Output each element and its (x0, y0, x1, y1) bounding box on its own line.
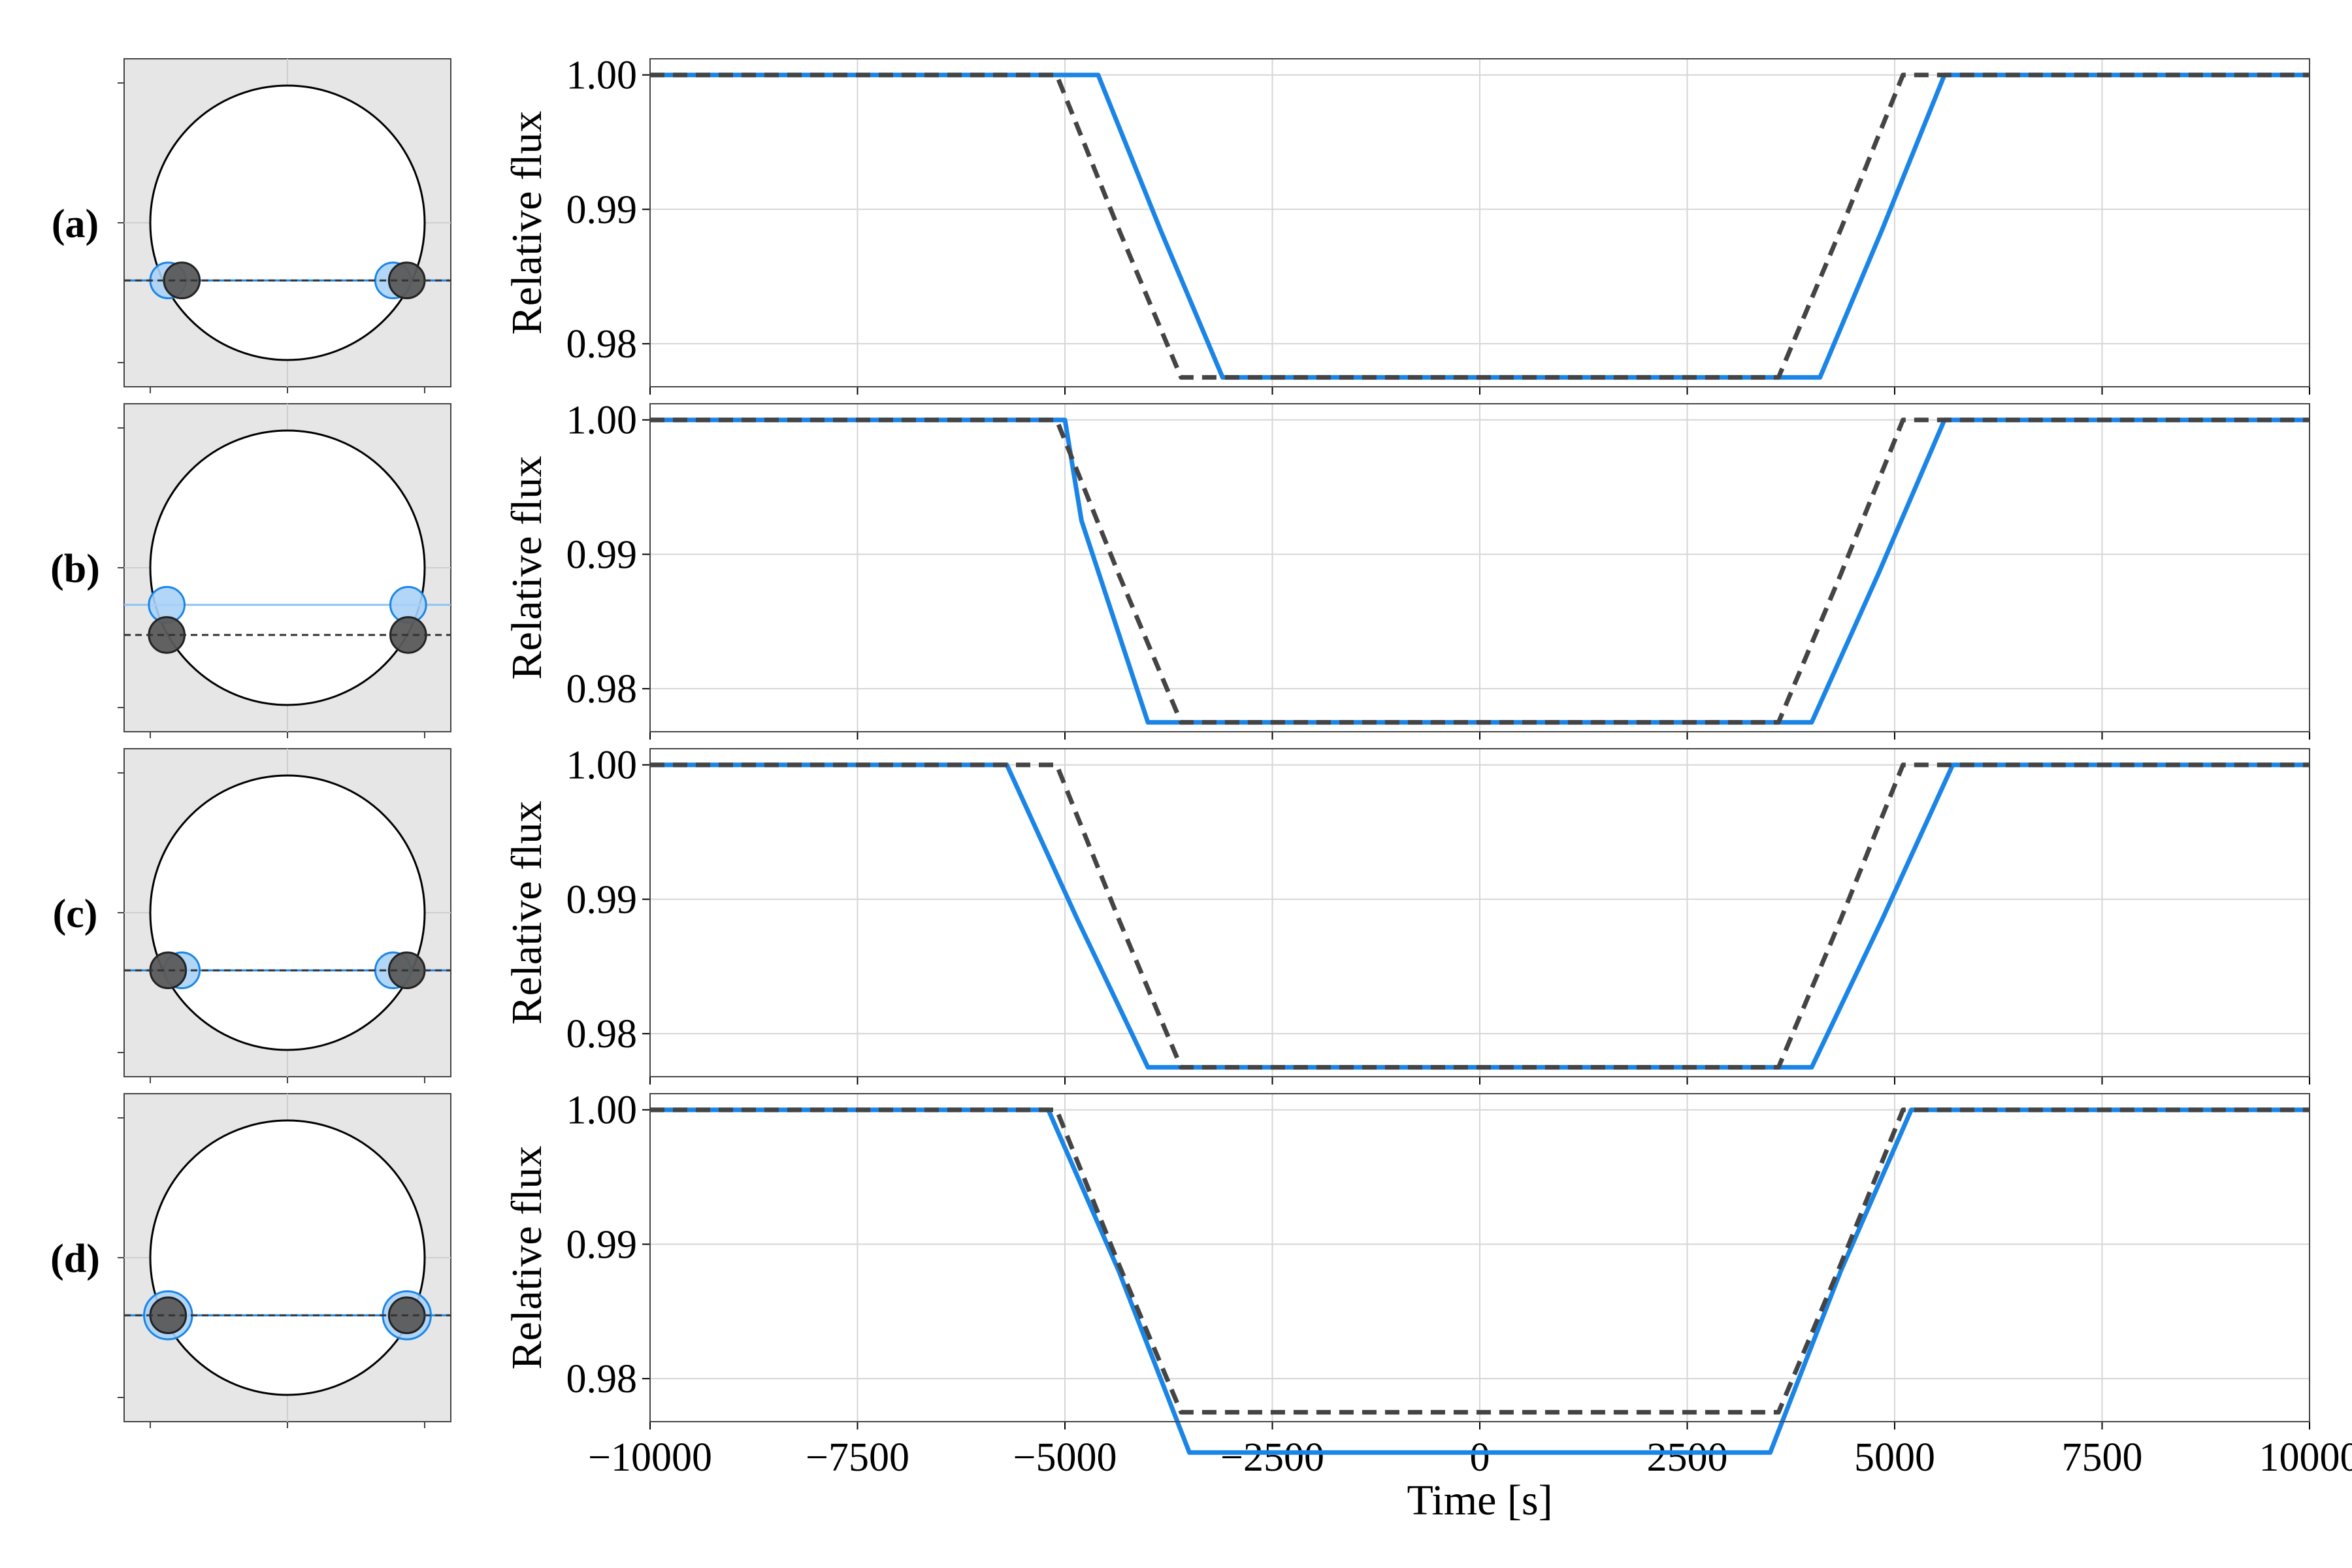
x-tick-label: −7500 (806, 1435, 909, 1480)
panel-label: (d) (50, 1237, 100, 1281)
star-disk (149, 84, 426, 361)
panels-layer: (a) 0.98 0.99 1.00 Relative flux (b) 0.98 0.99 1… (50, 54, 2352, 1480)
y-tick-label: 0.99 (566, 1222, 638, 1267)
x-axis-label: Time [s] (1407, 1477, 1552, 1524)
panel-a: (a) 0.98 0.99 1.00 Relative flux (52, 54, 2310, 395)
x-tick-label: 10000 (2259, 1435, 2352, 1480)
y-tick-label: 0.99 (566, 877, 638, 922)
axes-frame (649, 403, 2310, 732)
light-curve-axes: 0.98 0.99 1.00 Relative flux (503, 54, 2310, 395)
x-tick-label: −10000 (588, 1435, 712, 1480)
panel-c: (c) 0.98 0.99 1.00 Relative flux (53, 743, 2310, 1085)
panel-label: (b) (50, 547, 100, 591)
y-tick-label: 1.00 (566, 1088, 638, 1133)
star-disk (149, 774, 426, 1051)
y-tick-label: 1.00 (566, 399, 638, 443)
y-tick-label: 0.99 (566, 532, 638, 577)
transit-geometry-diagram (118, 58, 451, 393)
y-tick-label: 0.98 (566, 667, 638, 711)
x-tick-label: −2500 (1220, 1435, 1324, 1480)
x-tick-label: 0 (1470, 1435, 1490, 1480)
star-disk (149, 1119, 426, 1396)
solid-series-line (650, 73, 2310, 380)
dashed-series-line (650, 1107, 2310, 1415)
y-axis-label: Relative flux (503, 1146, 551, 1370)
y-axis-label: Relative flux (503, 456, 551, 680)
light-curve-axes: 0.98 0.99 1.00 Relative flux (503, 399, 2310, 740)
solid-series-line (650, 417, 2310, 725)
y-axis-label: Relative flux (503, 111, 551, 335)
panel-label: (a) (52, 202, 99, 246)
y-tick-label: 0.98 (566, 1357, 638, 1401)
light-curve-axes: 0.98 0.99 1.00 Relative flux (503, 743, 2310, 1085)
y-tick-label: 0.98 (566, 1012, 638, 1056)
dashed-series-line (650, 417, 2310, 725)
axes-frame (649, 1093, 2310, 1422)
y-tick-label: 1.00 (566, 743, 638, 788)
panel-b: (b) 0.98 0.99 1.00 Relative flux (50, 399, 2310, 740)
transit-geometry-diagram (118, 1093, 451, 1428)
transit-geometry-diagram (118, 403, 451, 738)
x-tick-label: −5000 (1013, 1435, 1117, 1480)
axes-frame (649, 748, 2310, 1077)
transit-geometry-diagram (118, 748, 451, 1083)
y-tick-label: 0.99 (566, 188, 638, 232)
panel-d: (d) 0.98 0.99 1.00 −10000 −7500 −5000 −2500 0 250… (50, 1088, 2352, 1480)
solid-series-line (650, 1107, 2310, 1455)
x-tick-label: 2500 (1647, 1435, 1728, 1480)
axes-frame (649, 58, 2310, 387)
y-axis-label: Relative flux (503, 801, 551, 1025)
y-tick-label: 1.00 (566, 54, 638, 98)
x-tick-label: 7500 (2062, 1435, 2143, 1480)
star-disk (149, 429, 426, 706)
y-tick-label: 0.98 (566, 322, 638, 367)
dashed-planet-marker (148, 616, 186, 654)
x-tick-label: 5000 (1854, 1435, 1935, 1480)
light-curve-axes: 0.98 0.99 1.00 −10000 −7500 −5000 −2500 0 2500 50… (503, 1088, 2352, 1480)
dashed-series-line (650, 762, 2310, 1070)
dashed-series-line (650, 73, 2310, 380)
panel-label: (c) (53, 892, 98, 936)
